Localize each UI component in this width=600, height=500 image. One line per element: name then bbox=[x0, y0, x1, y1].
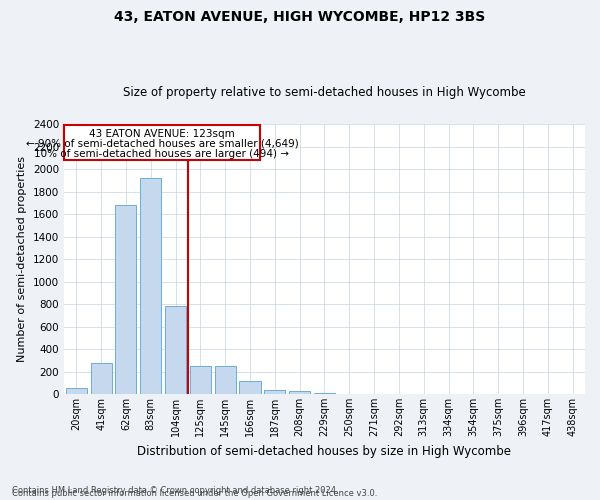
Bar bbox=[215, 366, 236, 394]
Bar bbox=[115, 205, 136, 394]
Title: Size of property relative to semi-detached houses in High Wycombe: Size of property relative to semi-detach… bbox=[123, 86, 526, 100]
Text: 10% of semi-detached houses are larger (494) →: 10% of semi-detached houses are larger (… bbox=[34, 148, 289, 158]
Bar bbox=[190, 366, 211, 394]
Bar bbox=[165, 306, 186, 394]
Bar bbox=[264, 390, 286, 394]
X-axis label: Distribution of semi-detached houses by size in High Wycombe: Distribution of semi-detached houses by … bbox=[137, 444, 511, 458]
Bar bbox=[140, 178, 161, 394]
Text: Contains public sector information licensed under the Open Government Licence v3: Contains public sector information licen… bbox=[12, 488, 377, 498]
Bar bbox=[91, 362, 112, 394]
FancyBboxPatch shape bbox=[64, 126, 260, 160]
Text: 43 EATON AVENUE: 123sqm: 43 EATON AVENUE: 123sqm bbox=[89, 129, 235, 139]
Y-axis label: Number of semi-detached properties: Number of semi-detached properties bbox=[17, 156, 27, 362]
Bar bbox=[239, 380, 260, 394]
Text: Contains HM Land Registry data © Crown copyright and database right 2024.: Contains HM Land Registry data © Crown c… bbox=[12, 486, 338, 495]
Bar bbox=[289, 391, 310, 394]
Text: 43, EATON AVENUE, HIGH WYCOMBE, HP12 3BS: 43, EATON AVENUE, HIGH WYCOMBE, HP12 3BS bbox=[115, 10, 485, 24]
Text: ← 90% of semi-detached houses are smaller (4,649): ← 90% of semi-detached houses are smalle… bbox=[26, 138, 298, 148]
Bar bbox=[66, 388, 87, 394]
